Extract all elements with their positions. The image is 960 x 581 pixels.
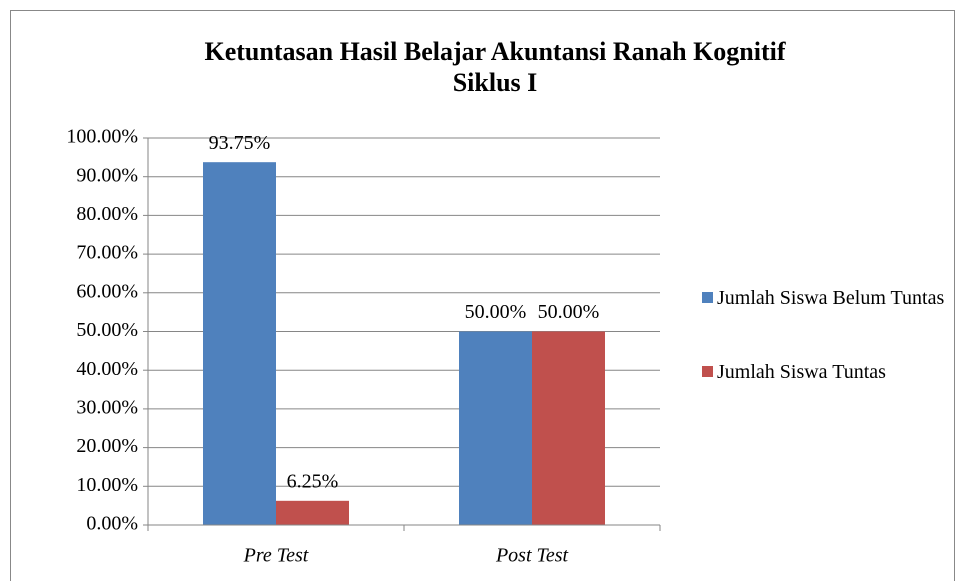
- legend-entry: Jumlah Siswa Tuntas: [702, 359, 952, 385]
- legend-swatch: [702, 292, 713, 303]
- y-tick-label: 50.00%: [76, 319, 138, 341]
- y-tick-label: 100.00%: [66, 126, 138, 148]
- bar: [532, 331, 605, 525]
- y-tick-label: 70.00%: [76, 242, 138, 264]
- legend-swatch: [702, 366, 713, 377]
- x-tick-label: Pre Test: [243, 545, 309, 567]
- y-tick-label: 10.00%: [76, 474, 138, 496]
- legend-label: Jumlah Siswa Tuntas: [717, 361, 886, 383]
- bar: [203, 162, 276, 525]
- data-label: 50.00%: [465, 301, 527, 323]
- frame: [10, 10, 955, 581]
- bar: [276, 500, 349, 525]
- legend-entry: Jumlah Siswa Belum Tuntas: [702, 285, 952, 311]
- y-tick-label: 20.00%: [76, 435, 138, 457]
- y-tick-label: 80.00%: [76, 203, 138, 225]
- bar: [459, 331, 532, 525]
- y-tick-label: 60.00%: [76, 280, 138, 302]
- chart-title: Ketuntasan Hasil Belajar Akuntansi Ranah…: [204, 37, 786, 97]
- y-tick-label: 40.00%: [76, 358, 138, 380]
- data-label: 6.25%: [287, 470, 339, 492]
- y-tick-label: 0.00%: [86, 513, 138, 535]
- x-tick-label: Post Test: [495, 545, 569, 567]
- data-label: 93.75%: [209, 132, 271, 154]
- y-tick-label: 30.00%: [76, 396, 138, 418]
- data-label: 50.00%: [538, 301, 600, 323]
- y-tick-label: 90.00%: [76, 164, 138, 186]
- legend-label: Jumlah Siswa Belum Tuntas: [717, 287, 945, 309]
